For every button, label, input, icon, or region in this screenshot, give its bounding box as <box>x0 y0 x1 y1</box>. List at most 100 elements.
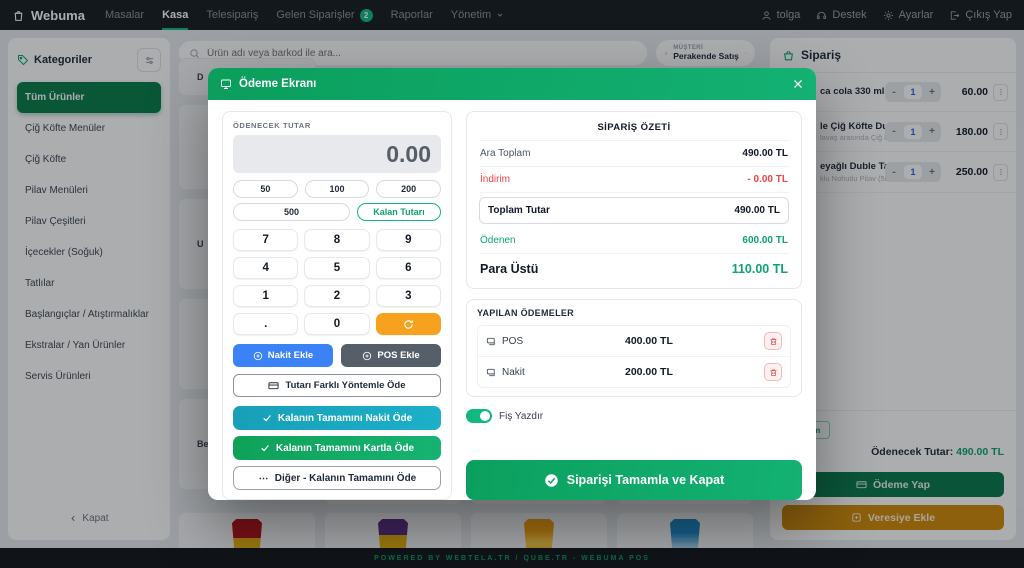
product-card[interactable] <box>616 512 754 548</box>
order-item-name: ca cola 330 ml. <box>820 85 888 97</box>
quantity-stepper: - 1 + <box>885 162 941 183</box>
category-tum-urunler[interactable]: Tüm Ürünler <box>17 82 161 113</box>
numpad-key-5[interactable]: 5 <box>304 257 370 279</box>
customer-label: MÜŞTERİ <box>673 44 704 51</box>
app-logo[interactable]: Webuma <box>12 8 85 23</box>
category-cig-kofte-menuler[interactable]: Çiğ Köfte Menüler <box>25 123 106 134</box>
user-menu[interactable]: tolga <box>761 9 800 21</box>
pos-payment-icon <box>486 337 495 345</box>
category-cig-kofte[interactable]: Çiğ Köfte <box>25 154 67 165</box>
pay-all-other-button[interactable]: Diğer - Kalanın Tamamını Öde <box>233 466 441 490</box>
item-options-button[interactable] <box>993 163 1008 181</box>
qty-decrease-button[interactable]: - <box>892 126 896 138</box>
add-pos-button[interactable]: POS Ekle <box>341 344 441 367</box>
qty-increase-button[interactable]: + <box>929 166 935 178</box>
summary-row-change: Para Üstü 110.00 TL <box>480 262 788 276</box>
complete-order-button[interactable]: Siparişi Tamamla ve Kapat <box>466 460 802 500</box>
card-icon <box>268 382 280 390</box>
qty-value: 1 <box>904 85 922 99</box>
due-total: Ödenecek Tutar: 490.00 TL <box>871 446 1004 458</box>
settings-link[interactable]: Ayarlar <box>883 9 933 21</box>
nav-gelen-siparisler[interactable]: Gelen Siparişler 2 <box>276 0 373 30</box>
nav-yonetim[interactable]: Yönetim <box>451 0 504 30</box>
product-card[interactable] <box>178 512 316 548</box>
footer-bar: POWERED BY WEBTELA.TR / QUBE.TR - WEBUMA… <box>0 548 1024 568</box>
order-summary-column: SİPARİŞ ÖZETİ Ara Toplam 490.00 TL İndir… <box>466 111 802 500</box>
numpad-clear-button[interactable] <box>375 313 441 335</box>
nav-telesiparis[interactable]: Telesipariş <box>206 9 259 21</box>
close-modal-button[interactable] <box>792 78 804 90</box>
quick-amount-50[interactable]: 50 <box>233 180 298 198</box>
top-bar-right: tolga Destek Ayarlar Çıkış Yap <box>761 9 1012 21</box>
item-options-button[interactable] <box>993 123 1008 141</box>
category-pilav-menuleri[interactable]: Pilav Menüleri <box>25 185 88 196</box>
item-options-button[interactable] <box>993 83 1008 101</box>
reset-icon <box>404 319 413 329</box>
delete-payment-button[interactable] <box>764 363 782 381</box>
order-item-price: 180.00 <box>955 125 988 138</box>
add-credit-button[interactable]: Veresiye Ekle <box>782 505 1004 530</box>
numpad-key-4[interactable]: 4 <box>233 257 299 279</box>
nav-masalar[interactable]: Masalar <box>104 9 145 21</box>
qty-increase-button[interactable]: + <box>929 86 935 98</box>
order-panel-footer: İndirim Ödenecek Tutar: 490.00 TL Ödeme … <box>770 410 1016 540</box>
numpad-key-8[interactable]: 8 <box>304 229 370 251</box>
check-circle-icon <box>545 473 558 487</box>
numpad-key-9[interactable]: 9 <box>375 229 441 251</box>
category-icecekler[interactable]: İçecekler (Soğuk) <box>25 247 103 258</box>
pay-other-method-button[interactable]: Tutarı Farklı Yöntemle Öde <box>233 374 441 397</box>
numpad-key-3[interactable]: 3 <box>375 285 441 307</box>
add-cash-button[interactable]: Nakit Ekle <box>233 344 333 367</box>
sidebar-collapse-button[interactable]: Kapat <box>17 507 161 530</box>
numpad-key-0[interactable]: 0 <box>304 313 370 335</box>
support-link[interactable]: Destek <box>816 9 867 21</box>
amount-display[interactable]: 0.00 <box>233 135 441 173</box>
customer-selector[interactable]: MÜŞTERİ Perakende Satış <box>656 40 755 66</box>
numpad-key-7[interactable]: 7 <box>233 229 299 251</box>
product-name: Bey <box>197 439 214 449</box>
pay-all-card-button[interactable]: Kalanın Tamamını Kartla Öde <box>233 436 441 460</box>
logout-link[interactable]: Çıkış Yap <box>949 9 1012 21</box>
categories-sidebar: Kategoriler Tüm Ürünler Çiğ Köfte Menüle… <box>8 38 170 540</box>
footer-text: POWERED BY WEBTELA.TR / QUBE.TR - WEBUMA… <box>374 554 650 562</box>
order-summary-card: SİPARİŞ ÖZETİ Ara Toplam 490.00 TL İndir… <box>466 111 802 289</box>
cash-payment-icon <box>486 368 495 376</box>
summary-row-paid: Ödenen 600.00 TL <box>479 228 789 254</box>
payment-method: Nakit <box>502 366 525 378</box>
delete-payment-button[interactable] <box>764 332 782 350</box>
product-card[interactable] <box>324 512 462 548</box>
pay-button[interactable]: Ödeme Yap <box>782 472 1004 497</box>
category-tatlilar[interactable]: Tatlılar <box>25 278 55 289</box>
payment-modal-header: Ödeme Ekranı <box>208 68 816 100</box>
order-item: eyağlı Duble Tavuk... klu Nohutlu Pilav … <box>770 152 1016 193</box>
numpad-key-2[interactable]: 2 <box>304 285 370 307</box>
quick-amount-500[interactable]: 500 <box>233 203 350 221</box>
numpad-key-dot[interactable]: . <box>233 313 299 335</box>
category-pilav-cesitleri[interactable]: Pilav Çeşitleri <box>25 216 86 227</box>
pay-all-cash-button[interactable]: Kalanın Tamamını Nakit Öde <box>233 406 441 430</box>
category-servis-urunleri[interactable]: Servis Ürünleri <box>25 371 91 382</box>
qty-decrease-button[interactable]: - <box>892 86 896 98</box>
numpad-key-6[interactable]: 6 <box>375 257 441 279</box>
nav-kasa[interactable]: Kasa <box>162 0 189 30</box>
quick-amount-200[interactable]: 200 <box>376 180 442 198</box>
payment-modal-body: ÖDENECEK TUTAR 0.00 50 100 200 500 Kalan… <box>208 100 816 500</box>
search-input[interactable] <box>207 47 637 59</box>
print-receipt-toggle[interactable] <box>466 409 492 423</box>
qty-increase-button[interactable]: + <box>929 126 935 138</box>
summary-row-total: Toplam Tutar 490.00 TL <box>479 197 789 224</box>
remaining-amount-button[interactable]: Kalan Tutarı <box>356 203 441 221</box>
product-card[interactable] <box>470 512 608 548</box>
chevron-down-icon <box>497 13 503 17</box>
quick-amount-100[interactable]: 100 <box>304 180 370 198</box>
numpad: 7 8 9 4 5 6 1 2 3 . 0 <box>233 229 441 335</box>
payments-made-title: YAPILAN ÖDEMELER <box>477 308 574 318</box>
category-baslangiclar[interactable]: Başlangıçlar / Atıştırmalıklar <box>25 309 149 320</box>
category-filter-button[interactable] <box>137 48 161 72</box>
category-ekstralar[interactable]: Ekstralar / Yan Ürünler <box>25 340 126 351</box>
payment-modal-title: Ödeme Ekranı <box>220 78 316 90</box>
payment-amount: 200.00 TL <box>625 366 673 378</box>
numpad-key-1[interactable]: 1 <box>233 285 299 307</box>
nav-raporlar[interactable]: Raporlar <box>390 9 433 21</box>
qty-decrease-button[interactable]: - <box>892 166 896 178</box>
